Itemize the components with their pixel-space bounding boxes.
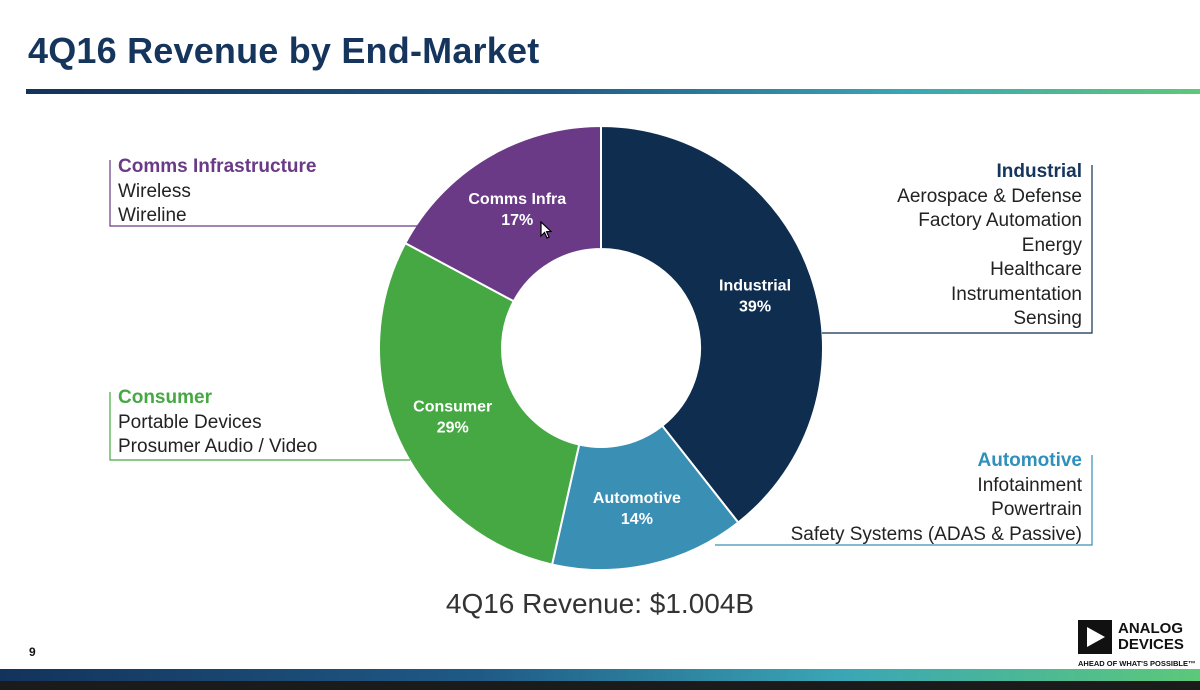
slice-value-label: 39%: [739, 299, 771, 316]
mouse-cursor-icon: [540, 221, 553, 239]
slice-value-label: 29%: [437, 420, 469, 437]
leader-line-industrial: [822, 165, 1093, 334]
revenue-total: 4Q16 Revenue: $1.004B: [445, 588, 755, 619]
slice-label: Industrial: [719, 278, 791, 295]
callout-automotive-heading: Automotive: [977, 450, 1083, 471]
callout-automotive-item: Powertrain: [991, 499, 1082, 520]
callout-consumer: Consumer Portable Devices Prosumer Audio…: [118, 386, 317, 460]
callout-industrial-item: Factory Automation: [918, 210, 1082, 231]
callout-industrial-item: Energy: [1021, 234, 1082, 256]
callout-comms-heading: Comms Infrastructure: [118, 156, 317, 177]
leader-line-comms: [109, 160, 470, 227]
callout-industrial: Industrial Aerospace & Defense Factory A…: [897, 160, 1082, 332]
callout-automotive: Automotive Infotainment Powertrain Safet…: [791, 449, 1082, 547]
callout-comms-item: Wireless: [118, 180, 191, 202]
slice-value-label: 14%: [621, 511, 653, 528]
leader-line-consumer: [109, 392, 410, 461]
slice-label: Automotive: [593, 490, 681, 507]
footer-dark-strip: [0, 681, 1200, 690]
page-number: 9: [29, 645, 36, 659]
leader-line-automotive: [715, 455, 1093, 546]
logo-tagline: AHEAD OF WHAT'S POSSIBLE™: [1078, 659, 1196, 668]
callout-industrial-item: Instrumentation: [951, 283, 1082, 305]
donut-slice-consumer: [378, 241, 581, 566]
callout-industrial-heading: Industrial: [996, 161, 1082, 182]
logo-triangle-icon: [1078, 620, 1112, 654]
donut-slice-automotive: [550, 424, 740, 571]
callout-consumer-item: Portable Devices: [118, 411, 262, 433]
callout-automotive-item: Safety Systems (ADAS & Passive): [790, 523, 1082, 545]
callout-comms-item: Wireline: [118, 205, 187, 226]
donut-slice-industrial: [600, 124, 824, 524]
donut-slice-comms-infrastructure: [403, 124, 602, 303]
slice-label: Comms Infra: [468, 191, 566, 208]
callout-industrial-item: Healthcare: [990, 259, 1082, 280]
callout-comms: Comms Infrastructure Wireless Wireline: [118, 155, 317, 229]
page-title: 4Q16 Revenue by End-Market: [28, 30, 540, 71]
callout-consumer-heading: Consumer: [118, 387, 212, 408]
logo-wordmark: ANALOG DEVICES: [1118, 620, 1184, 653]
analog-devices-logo: ANALOG DEVICES AHEAD OF WHAT'S POSSIBLE™: [1078, 620, 1198, 668]
callout-consumer-item: Prosumer Audio / Video: [118, 436, 318, 457]
callout-industrial-item: Sensing: [1013, 308, 1082, 329]
callout-industrial-item: Aerospace & Defense: [897, 185, 1082, 207]
slice-value-label: 17%: [501, 212, 533, 229]
callout-automotive-item: Infotainment: [977, 474, 1082, 496]
title-underline-gradient: [26, 89, 1200, 94]
slice-label: Consumer: [413, 399, 492, 416]
